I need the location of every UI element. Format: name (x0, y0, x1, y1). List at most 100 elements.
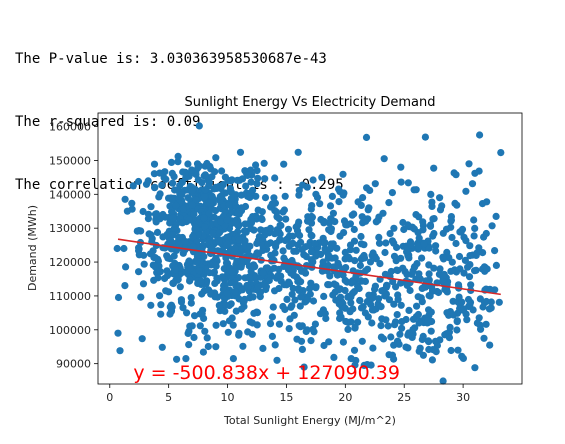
data-point (154, 255, 162, 263)
data-point (276, 221, 284, 229)
data-point (382, 239, 390, 247)
data-point (212, 154, 220, 162)
data-point (263, 264, 272, 272)
data-point (169, 214, 177, 222)
plot-frame (97, 112, 523, 385)
data-point (316, 200, 324, 208)
data-point (281, 236, 289, 245)
data-point (307, 219, 316, 227)
y-axis-label: Demand (MWh) (26, 205, 39, 291)
data-point (390, 300, 398, 308)
data-point (448, 233, 456, 242)
regression-equation: y = -500.838x + 127090.39 (133, 362, 400, 384)
data-point (406, 286, 414, 295)
data-point (246, 242, 254, 250)
data-point (196, 310, 204, 318)
data-point (295, 191, 303, 199)
data-point (250, 309, 258, 317)
data-point (344, 325, 352, 333)
data-point (425, 244, 433, 252)
data-point (262, 283, 270, 291)
data-point (440, 270, 448, 279)
data-point (167, 237, 175, 245)
data-point (232, 307, 240, 315)
data-point (154, 274, 162, 282)
data-point (350, 346, 359, 354)
data-point (426, 222, 435, 230)
data-point (333, 244, 341, 252)
data-point (172, 201, 180, 209)
data-point (455, 252, 464, 261)
data-point (123, 207, 131, 215)
data-point (309, 297, 318, 305)
data-point (301, 269, 310, 277)
data-point (393, 266, 401, 274)
x-tick-label: 25 (397, 391, 411, 404)
data-point (390, 224, 398, 232)
data-point (188, 166, 196, 174)
data-point (388, 351, 396, 359)
data-point (339, 338, 347, 346)
data-point (296, 302, 304, 310)
data-point (427, 308, 435, 316)
data-point (425, 270, 433, 278)
data-point (365, 204, 373, 212)
data-point (371, 282, 379, 290)
data-point (483, 198, 491, 206)
data-point (248, 319, 257, 327)
data-point (254, 283, 262, 291)
data-point (287, 240, 295, 248)
data-point (285, 325, 293, 333)
data-point (163, 267, 171, 275)
data-point (274, 271, 282, 279)
data-point (249, 293, 257, 301)
data-point (147, 203, 155, 211)
data-point (122, 263, 130, 271)
data-point (272, 239, 280, 247)
data-point (371, 180, 379, 188)
data-point (139, 207, 147, 216)
data-point (453, 318, 461, 326)
data-point (212, 262, 220, 270)
data-point (266, 224, 274, 232)
data-point (347, 299, 355, 307)
data-point (273, 356, 281, 364)
data-point (195, 267, 203, 275)
data-point (206, 269, 214, 277)
data-point (158, 181, 166, 189)
data-point (300, 363, 308, 371)
data-point (275, 320, 283, 328)
data-point (413, 302, 421, 310)
data-point (397, 301, 405, 309)
data-point (328, 192, 336, 200)
data-point (476, 131, 484, 139)
data-point (363, 184, 371, 192)
data-point (439, 377, 447, 385)
data-point (121, 282, 129, 290)
data-point (193, 257, 201, 266)
data-point (390, 252, 399, 260)
y-tick-label: 110000 (49, 290, 91, 303)
data-point (404, 179, 412, 187)
data-point (369, 344, 377, 352)
data-point (238, 175, 247, 183)
data-point (409, 315, 418, 323)
data-point (379, 335, 388, 343)
data-point (266, 320, 275, 328)
data-point (200, 214, 208, 222)
data-point (335, 300, 343, 308)
data-point (292, 247, 300, 255)
data-point (325, 219, 333, 227)
data-point (256, 289, 264, 297)
y-tick-label: 140000 (49, 188, 91, 201)
data-point (487, 298, 495, 306)
data-point (456, 228, 464, 236)
data-point (449, 311, 457, 319)
data-point (283, 295, 291, 303)
data-point (464, 295, 473, 304)
data-point (431, 337, 440, 345)
data-point (436, 206, 445, 214)
data-point (237, 263, 245, 271)
data-point (347, 318, 355, 326)
data-point (252, 192, 260, 200)
